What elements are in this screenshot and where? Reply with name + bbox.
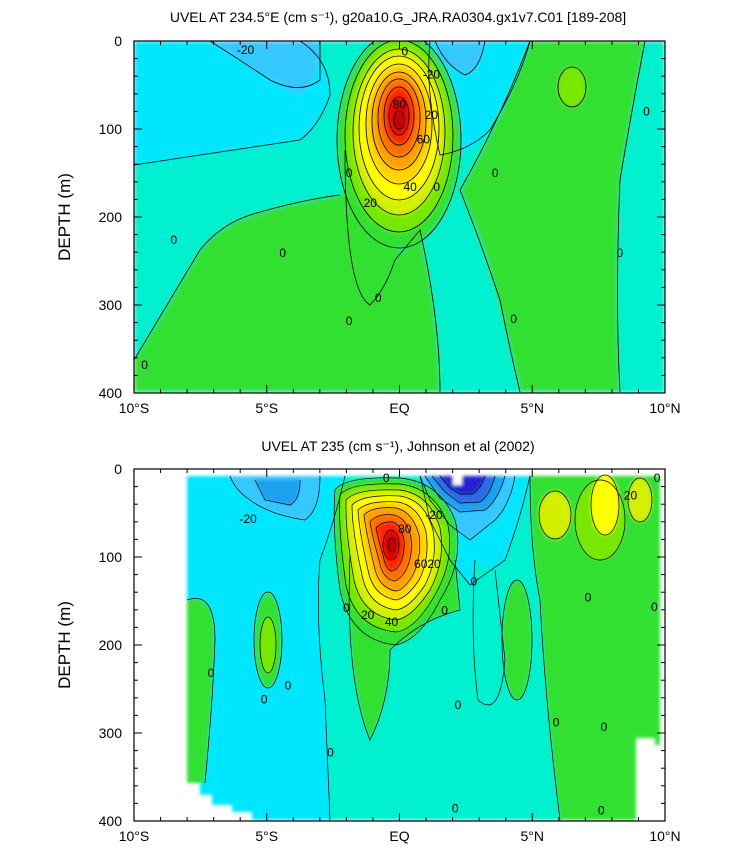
- contour-labels: -20 0 -20 80 20 60 0 0 0 40 0 20 0 0 0 0 0 0 0: [141, 43, 650, 372]
- contour-label: 0: [492, 166, 499, 180]
- y-tick-label: 200: [99, 209, 123, 225]
- contour-label: 0: [279, 246, 286, 260]
- contour-label: 0: [455, 698, 462, 712]
- model-panel: UVEL AT 234.5°E (cm s⁻¹), g20a10.G_JRA.R…: [55, 9, 681, 416]
- x-tick-label: EQ: [389, 828, 409, 844]
- contour-label: 0: [285, 678, 292, 692]
- contour-label: -20: [239, 512, 257, 526]
- contour-label: 80: [393, 97, 407, 111]
- contour-label: 0: [553, 715, 560, 729]
- contour-label: 0: [383, 471, 390, 485]
- contour-label: 0: [470, 575, 477, 589]
- contour-label: 20: [364, 196, 378, 210]
- x-tick-label: 10°S: [119, 400, 150, 416]
- contour-label: 0: [346, 166, 353, 180]
- x-tick-label: 10°S: [119, 828, 150, 844]
- contour-label: 0: [346, 314, 353, 328]
- contour-label: 0: [643, 104, 650, 118]
- contour-label: 0: [441, 604, 448, 618]
- contour-label: 60: [414, 557, 428, 571]
- y-tick-label: 300: [99, 725, 123, 741]
- contour-label: 0: [601, 720, 608, 734]
- contour-label: 0: [651, 600, 658, 614]
- y-tick-label: 200: [99, 637, 123, 653]
- contour-label: -20: [237, 43, 255, 57]
- contour-label: 40: [385, 615, 399, 629]
- contour-label: 0: [170, 233, 177, 247]
- contour-field: [134, 41, 665, 393]
- contour-label: 20: [425, 108, 439, 122]
- contour-label: 0: [433, 180, 440, 194]
- y-tick-label: 400: [99, 813, 123, 829]
- contour-label: 0: [141, 358, 148, 372]
- contour-label: 0: [598, 803, 605, 817]
- contour-label: 0: [401, 45, 408, 59]
- contour-label: 0: [261, 693, 268, 707]
- contour-label: -20: [423, 67, 441, 81]
- y-axis-label: DEPTH (m): [55, 173, 74, 261]
- y-tick-label: 300: [99, 297, 123, 313]
- contour-label: 0: [617, 246, 624, 260]
- x-tick-label: 10°N: [649, 828, 680, 844]
- contour-label: 20: [361, 608, 375, 622]
- x-tick-label: 5°S: [255, 400, 278, 416]
- contour-label: 0: [327, 745, 334, 759]
- contour-lines: [134, 41, 646, 393]
- contour-label: 40: [403, 180, 417, 194]
- contour-label: 0: [510, 312, 517, 326]
- y-tick-label: 0: [114, 461, 122, 477]
- contour-label: 20: [624, 488, 638, 502]
- y-tick-label: 100: [99, 121, 123, 137]
- contour-label: 0: [208, 666, 215, 680]
- y-tick-label: 0: [114, 33, 122, 49]
- contour-label: -20: [425, 508, 443, 522]
- contour-lines: [186, 474, 653, 821]
- contour-label: 80: [398, 522, 412, 536]
- observations-panel: UVEL AT 235 (cm s⁻¹), Johnson et al (200…: [55, 438, 681, 844]
- y-tick-label: 100: [99, 549, 123, 565]
- contour-label: 0: [343, 601, 350, 615]
- contour-label: 0: [585, 590, 592, 604]
- y-axis-label: DEPTH (m): [55, 601, 74, 689]
- contour-label: 0: [654, 471, 661, 485]
- x-tick-label: 5°N: [521, 828, 545, 844]
- panel-title: UVEL AT 234.5°E (cm s⁻¹), g20a10.G_JRA.R…: [170, 9, 626, 25]
- contour-label: 20: [427, 557, 441, 571]
- x-tick-label: EQ: [389, 400, 409, 416]
- contour-label: 0: [452, 802, 459, 816]
- x-tick-label: 5°S: [255, 828, 278, 844]
- contour-label: 0: [375, 291, 382, 305]
- x-tick-label: 10°N: [649, 400, 680, 416]
- y-tick-label: 400: [99, 385, 123, 401]
- contour-label: 60: [417, 133, 431, 147]
- x-tick-label: 5°N: [521, 400, 545, 416]
- contour-field: [186, 474, 660, 821]
- panel-title: UVEL AT 235 (cm s⁻¹), Johnson et al (200…: [261, 438, 534, 454]
